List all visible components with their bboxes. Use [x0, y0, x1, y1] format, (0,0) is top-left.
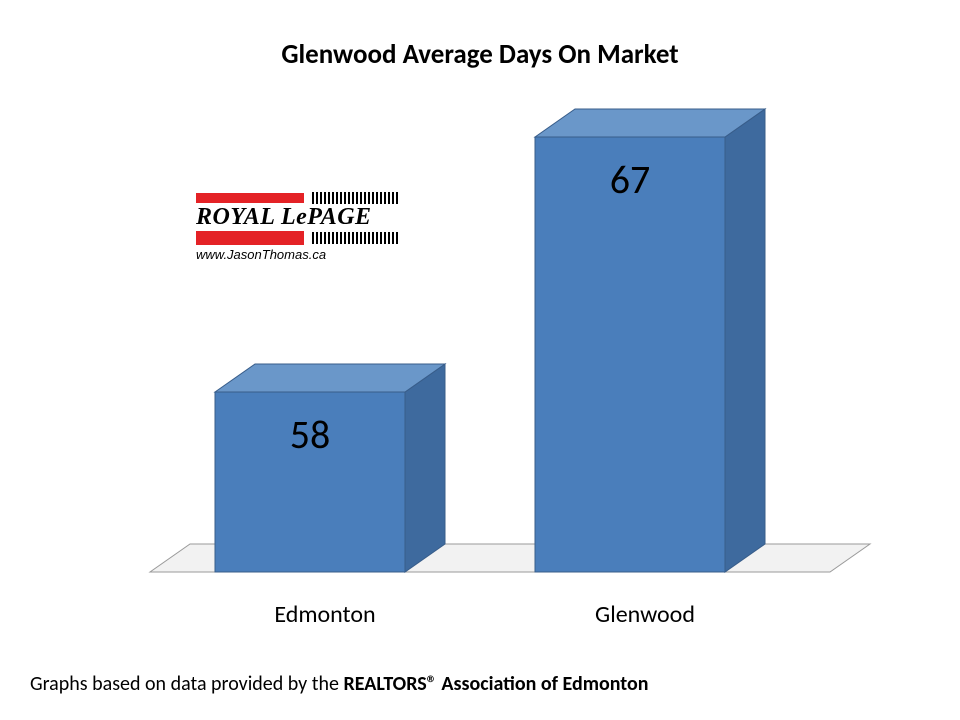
page: Glenwood Average Days On Market 5867 Edm…: [0, 0, 960, 720]
footer-attribution: Graphs based on data provided by the REA…: [30, 672, 649, 696]
logo-barcode-bottom: [312, 232, 400, 244]
footer-text-bold: REALTORS® Association of Edmonton: [343, 672, 648, 696]
logo-barcode-top: [312, 192, 400, 204]
footer-text-plain: Graphs based on data provided by the: [30, 672, 343, 696]
logo-red-bar-bottom: [196, 231, 304, 245]
category-label: Edmonton: [205, 600, 445, 629]
bar-value-label: 67: [535, 155, 725, 204]
bar-glenwood: 67: [0, 0, 960, 720]
logo-top-row: [196, 192, 456, 204]
logo-url: www.JasonThomas.ca: [196, 247, 456, 262]
logo-wordmark: ROYAL LePAGE: [196, 204, 456, 231]
logo-red-bar-top: [196, 193, 304, 203]
category-label: Glenwood: [525, 600, 765, 629]
brand-logo: ROYAL LePAGE www.JasonThomas.ca: [196, 192, 456, 262]
logo-bottom-row: [196, 231, 456, 245]
